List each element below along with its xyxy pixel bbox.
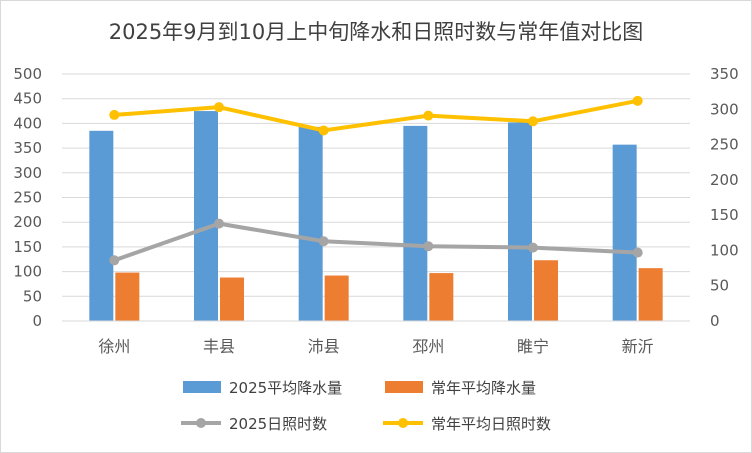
bar-normal-precip-1 (115, 272, 140, 321)
point-normal-sunshine-1 (109, 109, 120, 120)
point-2025-sunshine-2 (214, 218, 224, 229)
legend-label: 2025日照时数 (229, 415, 327, 433)
y-right-tick-label: 350 (710, 65, 739, 83)
legend-item-4: 常年平均日照时数 (383, 415, 551, 433)
y-left-tick-label: 50 (23, 287, 42, 305)
bar-normal-precip-4 (429, 273, 454, 321)
y-left-tick-label: 100 (13, 263, 42, 281)
bar-2025-precip-4 (403, 125, 428, 322)
legend-label: 2025平均降水量 (229, 379, 342, 397)
point-2025-sunshine-6 (632, 247, 643, 258)
legend-swatch-2025-precip (183, 381, 221, 393)
legend-label: 常年平均降水量 (431, 379, 536, 397)
bar-2025-precip-6 (612, 144, 637, 321)
x-category-label: 徐州 (98, 337, 130, 356)
bar-normal-precip-6 (638, 268, 663, 321)
bar-2025-precip-3 (298, 126, 323, 321)
point-2025-sunshine-5 (528, 242, 538, 253)
point-normal-sunshine-2 (214, 102, 224, 113)
lines (109, 95, 643, 266)
x-axis-categories: 徐州 丰县 沛县 邳州 睢宁 新沂 (62, 320, 690, 356)
y-right-tick-label: 200 (710, 171, 739, 189)
x-category-label: 新沂 (622, 337, 654, 356)
y-left-tick-label: 0 (32, 312, 42, 330)
line-2025-sunshine (112, 221, 640, 263)
y-left-tick-label: 350 (13, 139, 42, 157)
x-category-label: 丰县 (203, 337, 235, 356)
line-normal-sunshine (112, 98, 640, 133)
chart-title: 2025年9月到10月上中旬降水和日照时数与常年值对比图 (108, 20, 644, 44)
bar-normal-precip-2 (220, 277, 244, 321)
bar-2025-precip-5 (508, 122, 532, 321)
legend-marker-normal-sunshine (398, 418, 408, 428)
y-right-tick-label: 0 (710, 312, 720, 330)
gridlines (62, 73, 690, 322)
point-2025-sunshine-1 (109, 255, 120, 266)
point-normal-sunshine-6 (632, 95, 643, 106)
legend-item-1: 2025平均降水量 (183, 379, 342, 397)
bar-2025-precip-2 (194, 111, 218, 321)
y-right-tick-label: 250 (710, 136, 739, 154)
y-left-tick-label: 250 (13, 189, 42, 207)
legend-item-2: 常年平均降水量 (385, 379, 536, 397)
y-right-tick-label: 150 (710, 206, 739, 224)
y-left-tick-label: 500 (13, 65, 42, 83)
bar-normal-precip-5 (534, 260, 558, 321)
y-left-tick-label: 200 (13, 213, 42, 231)
x-category-label: 邳州 (412, 337, 444, 356)
x-category-label: 睢宁 (517, 337, 549, 356)
point-normal-sunshine-4 (423, 110, 434, 121)
y-right-tick-label: 50 (710, 277, 729, 295)
point-2025-sunshine-4 (423, 241, 434, 252)
legend-swatch-normal-precip (385, 381, 423, 393)
y-left-tick-label: 150 (13, 238, 42, 256)
point-normal-sunshine-5 (528, 116, 538, 127)
legend-marker-2025-sunshine (196, 418, 206, 428)
legend: 2025平均降水量 常年平均降水量 2025日照时数 常年平均日照时数 (181, 379, 551, 433)
point-normal-sunshine-3 (318, 125, 329, 136)
y-axis-right: 0 50 100 150 200 250 300 350 (710, 65, 739, 330)
bar-normal-precip-3 (324, 275, 349, 321)
y-left-tick-label: 450 (13, 90, 42, 108)
bar-2025-precip-1 (89, 130, 114, 321)
legend-label: 常年平均日照时数 (431, 415, 551, 433)
y-left-tick-label: 300 (13, 164, 42, 182)
y-axis-left: 0 50 100 150 200 250 300 350 400 450 500 (13, 65, 42, 330)
bars (89, 111, 663, 322)
legend-item-3: 2025日照时数 (181, 415, 327, 433)
x-category-label: 沛县 (308, 337, 340, 356)
point-2025-sunshine-3 (318, 236, 329, 247)
y-right-tick-label: 100 (710, 241, 739, 259)
y-left-tick-label: 400 (13, 114, 42, 132)
y-right-tick-label: 300 (710, 100, 739, 118)
